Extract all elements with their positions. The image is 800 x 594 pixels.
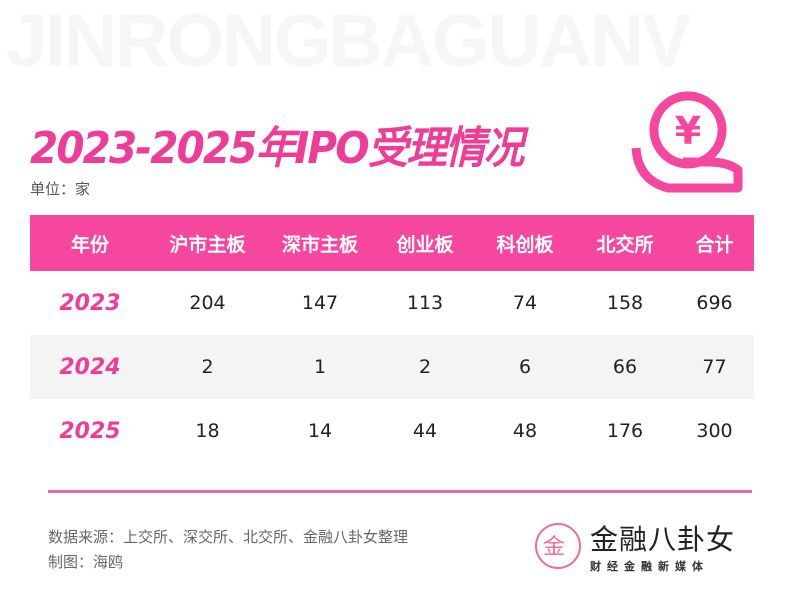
value-cell: 48 [512,420,538,442]
value-cell: 6 [518,356,532,378]
svg-text:金: 金 [543,535,565,560]
yen-coin-hand-icon: ¥ [631,91,743,193]
value-cell: 74 [512,292,538,314]
footer: 数据来源：上交所、深交所、北交所、金融八卦女整理 制图：海鸥 [48,525,408,575]
value-cell: 44 [412,420,438,442]
value-cell: 1 [313,356,327,378]
value-cell: 66 [612,356,638,378]
table-header: 年份 沪市主板 深市主板 创业板 科创板 北交所 合计 [30,215,754,271]
logo-name: 金融八卦女 [590,523,736,556]
year-cell: 2024 [59,354,121,380]
watermark: JINRONGBAGUANV [6,0,691,82]
value-cell: 2 [418,356,432,378]
value-cell: 147 [301,292,339,314]
author-text: 制图：海鸥 [48,553,124,571]
value-cell: 14 [307,420,333,442]
page-title: 2023-2025年IPO受理情况 [30,123,524,174]
logo-mark-icon: 金 [535,523,581,569]
column-header: 沪市主板 [169,233,246,256]
column-header: 深市主板 [281,233,358,256]
year-cell: 2025 [59,418,121,444]
ipo-table: 年份 沪市主板 深市主板 创业板 科创板 北交所 合计 2023 204 147 113 74 158… [30,215,754,463]
table-row: 2023 204 147 113 74 158 696 [30,271,754,335]
column-header: 合计 [695,233,734,256]
table-row: 2024 2 1 2 6 66 77 [30,335,754,399]
logo-tagline: 财经金融新媒体 [590,560,709,573]
value-cell: 113 [406,292,444,314]
value-cell: 2 [201,356,214,378]
divider [48,490,752,493]
year-cell: 2023 [59,290,121,316]
value-cell: 696 [696,292,733,314]
source-text: 数据来源：上交所、深交所、北交所、金融八卦女整理 [48,528,409,546]
value-cell: 158 [606,292,644,314]
column-header: 北交所 [596,233,654,256]
logo: 金 金融八卦女 财经金融新媒体 [532,518,735,574]
table-row: 2025 18 14 44 48 176 300 [30,399,754,463]
column-header: 创业板 [396,233,454,256]
value-cell: 204 [189,292,226,314]
unit-label: 单位：家 [30,180,91,198]
svg-text:¥: ¥ [675,109,701,153]
value-cell: 300 [696,420,733,442]
column-header: 科创板 [496,233,554,256]
value-cell: 77 [702,356,727,378]
column-header: 年份 [70,233,109,256]
value-cell: 176 [606,420,644,442]
value-cell: 18 [195,420,220,442]
